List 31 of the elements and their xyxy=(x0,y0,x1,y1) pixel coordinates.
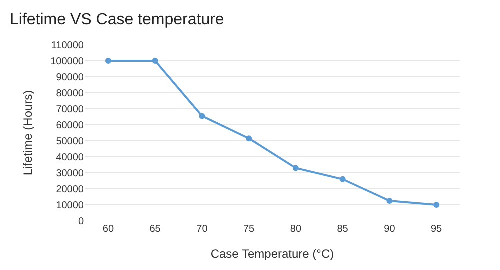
y-tick-label: 10000 xyxy=(56,200,84,212)
point xyxy=(434,202,440,208)
y-tick-label: 30000 xyxy=(56,168,84,180)
x-tick-label: 60 xyxy=(102,224,114,235)
y-tick-label: 80000 xyxy=(56,88,84,100)
point xyxy=(246,136,252,142)
x-tick-label: 70 xyxy=(196,224,208,235)
chart-title: Lifetime VS Case temperature xyxy=(10,12,224,29)
y-tick-label: 60000 xyxy=(56,120,84,132)
point xyxy=(199,113,206,120)
point xyxy=(386,198,393,204)
y-tick-label: 50000 xyxy=(56,136,84,148)
y-tick-label: 40000 xyxy=(56,152,84,164)
y-axis-title: Lifetime (Hours) xyxy=(20,90,35,176)
point xyxy=(152,58,158,64)
point xyxy=(292,165,299,172)
x-tick-label: 95 xyxy=(430,224,443,235)
y-tick-label: 90000 xyxy=(56,72,84,84)
x-tick-label: 85 xyxy=(337,224,349,235)
y-tick-label: 100000 xyxy=(50,56,84,68)
y-tick-label: 20000 xyxy=(56,184,84,196)
y-tick-label: 0 xyxy=(78,216,84,228)
x-tick-label: 90 xyxy=(384,224,396,235)
x-tick-label: 75 xyxy=(243,224,256,235)
point xyxy=(105,58,112,64)
x-axis-title: Case Temperature (°C) xyxy=(210,246,334,261)
y-tick-label: 70000 xyxy=(56,104,84,116)
point xyxy=(340,176,346,182)
y-tick-label: 110000 xyxy=(51,40,84,52)
x-tick-label: 80 xyxy=(290,224,302,235)
x-tick-label: 65 xyxy=(150,224,162,235)
